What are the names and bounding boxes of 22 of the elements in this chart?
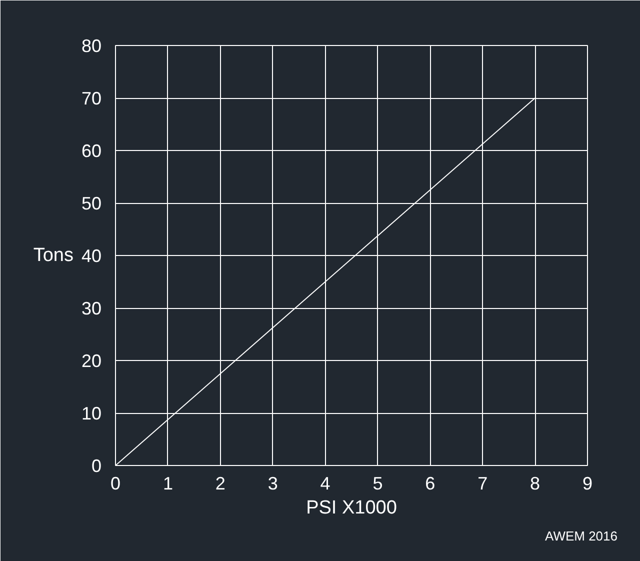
x-tick-label: 4 (320, 474, 330, 494)
x-tick-label: 7 (478, 474, 488, 494)
x-tick-label: 3 (268, 474, 278, 494)
x-axis-title: PSI X1000 (306, 498, 397, 518)
y-tick-label: 0 (91, 456, 102, 476)
x-tick-label: 9 (582, 474, 593, 494)
y-tick-label: 60 (81, 141, 102, 161)
x-tick-label: 5 (372, 474, 383, 494)
y-tick-label: 50 (81, 194, 102, 214)
y-tick-label: 80 (81, 36, 102, 56)
y-tick-label: 40 (81, 246, 102, 266)
x-tick-label: 2 (215, 474, 226, 494)
x-tick-label: 6 (425, 474, 436, 494)
text: AWEM 2016 (545, 528, 618, 544)
x-tick-label: 1 (162, 474, 173, 494)
y-tick-label: 10 (81, 404, 102, 424)
y-tick-label: 30 (81, 298, 102, 318)
x-tick-label: 0 (110, 474, 121, 494)
y-tick-label: 70 (81, 88, 102, 108)
y-axis-title: Tons (33, 245, 74, 266)
y-tick-label: 20 (81, 351, 102, 371)
x-tick-label: 8 (530, 474, 540, 494)
